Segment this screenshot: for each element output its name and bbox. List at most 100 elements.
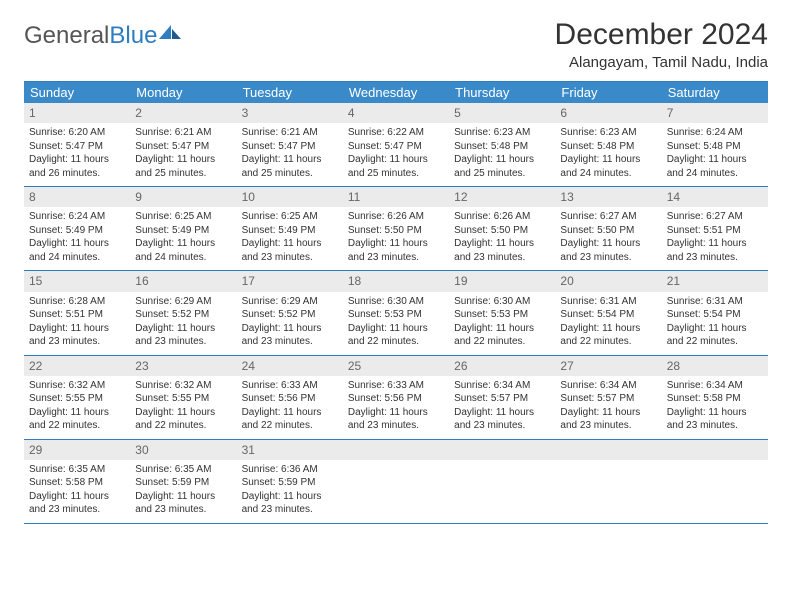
day-number: 16 bbox=[130, 271, 236, 291]
day-cell: 1Sunrise: 6:20 AMSunset: 5:47 PMDaylight… bbox=[24, 103, 130, 186]
sunset-line: Sunset: 5:53 PM bbox=[348, 308, 444, 322]
day-body: Sunrise: 6:23 AMSunset: 5:48 PMDaylight:… bbox=[555, 126, 661, 180]
sunset-line: Sunset: 5:56 PM bbox=[348, 392, 444, 406]
sunrise-line: Sunrise: 6:26 AM bbox=[348, 210, 444, 224]
day-cell: 27Sunrise: 6:34 AMSunset: 5:57 PMDayligh… bbox=[555, 356, 661, 439]
day-cell: 17Sunrise: 6:29 AMSunset: 5:52 PMDayligh… bbox=[237, 271, 343, 354]
sunrise-line: Sunrise: 6:34 AM bbox=[454, 379, 550, 393]
day-number: 6 bbox=[555, 103, 661, 123]
day-cell: 8Sunrise: 6:24 AMSunset: 5:49 PMDaylight… bbox=[24, 187, 130, 270]
sunrise-line: Sunrise: 6:23 AM bbox=[560, 126, 656, 140]
sunset-line: Sunset: 5:48 PM bbox=[454, 140, 550, 154]
day-cell: 26Sunrise: 6:34 AMSunset: 5:57 PMDayligh… bbox=[449, 356, 555, 439]
sunrise-line: Sunrise: 6:36 AM bbox=[242, 463, 338, 477]
sunset-line: Sunset: 5:55 PM bbox=[29, 392, 125, 406]
sunset-line: Sunset: 5:49 PM bbox=[29, 224, 125, 238]
day-body: Sunrise: 6:20 AMSunset: 5:47 PMDaylight:… bbox=[24, 126, 130, 180]
day-number: 11 bbox=[343, 187, 449, 207]
calendar-page: GeneralBlue December 2024 Alangayam, Tam… bbox=[0, 0, 792, 542]
day-number: 25 bbox=[343, 356, 449, 376]
day-number: 22 bbox=[24, 356, 130, 376]
day-body: Sunrise: 6:24 AMSunset: 5:49 PMDaylight:… bbox=[24, 210, 130, 264]
day-cell bbox=[662, 440, 768, 523]
day-cell: 16 Sunrise: 6:29 AMSunset: 5:52 PMDayligh… bbox=[130, 271, 236, 354]
day-number: 18 bbox=[343, 271, 449, 291]
daylight-line: Daylight: 11 hours and 23 minutes. bbox=[667, 406, 763, 433]
brand-part1: General bbox=[24, 22, 109, 50]
day-body: Sunrise: 6:29 AMSunset: 5:52 PMDaylight:… bbox=[130, 295, 236, 349]
day-body: Sunrise: 6:34 AMSunset: 5:58 PMDaylight:… bbox=[662, 379, 768, 433]
day-body: Sunrise: 6:26 AMSunset: 5:50 PMDaylight:… bbox=[449, 210, 555, 264]
sunset-line: Sunset: 5:58 PM bbox=[29, 476, 125, 490]
day-body: Sunrise: 6:33 AMSunset: 5:56 PMDaylight:… bbox=[237, 379, 343, 433]
sunrise-line: Sunrise: 6:31 AM bbox=[667, 295, 763, 309]
week-row: 29Sunrise: 6:35 AMSunset: 5:58 PMDayligh… bbox=[24, 440, 768, 524]
day-number: 3 bbox=[237, 103, 343, 123]
week-row: 8Sunrise: 6:24 AMSunset: 5:49 PMDaylight… bbox=[24, 187, 768, 271]
day-cell: 14Sunrise: 6:27 AMSunset: 5:51 PMDayligh… bbox=[662, 187, 768, 270]
day-cell: 28Sunrise: 6:34 AMSunset: 5:58 PMDayligh… bbox=[662, 356, 768, 439]
month-title: December 2024 bbox=[555, 18, 768, 52]
day-body: Sunrise: 6:24 AMSunset: 5:48 PMDaylight:… bbox=[662, 126, 768, 180]
sunset-line: Sunset: 5:50 PM bbox=[560, 224, 656, 238]
daylight-line: Daylight: 11 hours and 23 minutes. bbox=[29, 322, 125, 349]
sunrise-line: Sunrise: 6:32 AM bbox=[135, 379, 231, 393]
day-cell: 25Sunrise: 6:33 AMSunset: 5:56 PMDayligh… bbox=[343, 356, 449, 439]
daylight-line: Daylight: 11 hours and 22 minutes. bbox=[667, 322, 763, 349]
brand-part2: Blue bbox=[109, 22, 157, 50]
sunset-line: Sunset: 5:55 PM bbox=[135, 392, 231, 406]
daylight-line: Daylight: 11 hours and 25 minutes. bbox=[242, 153, 338, 180]
week-row: 22Sunrise: 6:32 AMSunset: 5:55 PMDayligh… bbox=[24, 356, 768, 440]
day-number: 26 bbox=[449, 356, 555, 376]
sunset-line: Sunset: 5:52 PM bbox=[242, 308, 338, 322]
day-number: 27 bbox=[555, 356, 661, 376]
day-body: Sunrise: 6:27 AMSunset: 5:51 PMDaylight:… bbox=[662, 210, 768, 264]
sunrise-line: Sunrise: 6:28 AM bbox=[29, 295, 125, 309]
sunset-line: Sunset: 5:48 PM bbox=[560, 140, 656, 154]
day-number: 5 bbox=[449, 103, 555, 123]
sunset-line: Sunset: 5:59 PM bbox=[242, 476, 338, 490]
daylight-line: Daylight: 11 hours and 23 minutes. bbox=[348, 406, 444, 433]
day-number: 20 bbox=[555, 271, 661, 291]
day-cell: 12Sunrise: 6:26 AMSunset: 5:50 PMDayligh… bbox=[449, 187, 555, 270]
day-body: Sunrise: 6:26 AMSunset: 5:50 PMDaylight:… bbox=[343, 210, 449, 264]
day-number bbox=[343, 440, 449, 460]
daylight-line: Daylight: 11 hours and 23 minutes. bbox=[242, 237, 338, 264]
day-number: 7 bbox=[662, 103, 768, 123]
sunrise-line: Sunrise: 6:32 AM bbox=[29, 379, 125, 393]
day-cell: 21Sunrise: 6:31 AMSunset: 5:54 PMDayligh… bbox=[662, 271, 768, 354]
sunrise-line: Sunrise: 6:24 AM bbox=[29, 210, 125, 224]
day-number: 19 bbox=[449, 271, 555, 291]
day-cell bbox=[449, 440, 555, 523]
sail-icon bbox=[159, 25, 181, 43]
day-number: 13 bbox=[555, 187, 661, 207]
daylight-line: Daylight: 11 hours and 23 minutes. bbox=[560, 406, 656, 433]
daylight-line: Daylight: 11 hours and 23 minutes. bbox=[242, 490, 338, 517]
day-cell: 2Sunrise: 6:21 AMSunset: 5:47 PMDaylight… bbox=[130, 103, 236, 186]
day-cell: 4Sunrise: 6:22 AMSunset: 5:47 PMDaylight… bbox=[343, 103, 449, 186]
day-body: Sunrise: 6:32 AMSunset: 5:55 PMDaylight:… bbox=[24, 379, 130, 433]
sunset-line: Sunset: 5:47 PM bbox=[29, 140, 125, 154]
title-block: December 2024 Alangayam, Tamil Nadu, Ind… bbox=[555, 18, 768, 75]
sunset-line: Sunset: 5:49 PM bbox=[242, 224, 338, 238]
daylight-line: Daylight: 11 hours and 26 minutes. bbox=[29, 153, 125, 180]
sunrise-line: Sunrise: 6:33 AM bbox=[242, 379, 338, 393]
day-number bbox=[662, 440, 768, 460]
day-body: Sunrise: 6:31 AMSunset: 5:54 PMDaylight:… bbox=[662, 295, 768, 349]
daylight-line: Daylight: 11 hours and 24 minutes. bbox=[135, 237, 231, 264]
day-cell: 3Sunrise: 6:21 AMSunset: 5:47 PMDaylight… bbox=[237, 103, 343, 186]
sunrise-line: Sunrise: 6:25 AM bbox=[242, 210, 338, 224]
day-cell bbox=[343, 440, 449, 523]
sunset-line: Sunset: 5:47 PM bbox=[242, 140, 338, 154]
daylight-line: Daylight: 11 hours and 23 minutes. bbox=[560, 237, 656, 264]
sunrise-line: Sunrise: 6:20 AM bbox=[29, 126, 125, 140]
daylight-line: Daylight: 11 hours and 22 minutes. bbox=[454, 322, 550, 349]
day-cell: 13Sunrise: 6:27 AMSunset: 5:50 PMDayligh… bbox=[555, 187, 661, 270]
day-number: 30 bbox=[130, 440, 236, 460]
day-body: Sunrise: 6:32 AMSunset: 5:55 PMDaylight:… bbox=[130, 379, 236, 433]
day-cell: 23Sunrise: 6:32 AMSunset: 5:55 PMDayligh… bbox=[130, 356, 236, 439]
week-row: 1Sunrise: 6:20 AMSunset: 5:47 PMDaylight… bbox=[24, 103, 768, 187]
day-cell: 11 Sunrise: 6:26 AMSunset: 5:50 PMDayligh… bbox=[343, 187, 449, 270]
day-number: 17 bbox=[237, 271, 343, 291]
day-body: Sunrise: 6:31 AMSunset: 5:54 PMDaylight:… bbox=[555, 295, 661, 349]
